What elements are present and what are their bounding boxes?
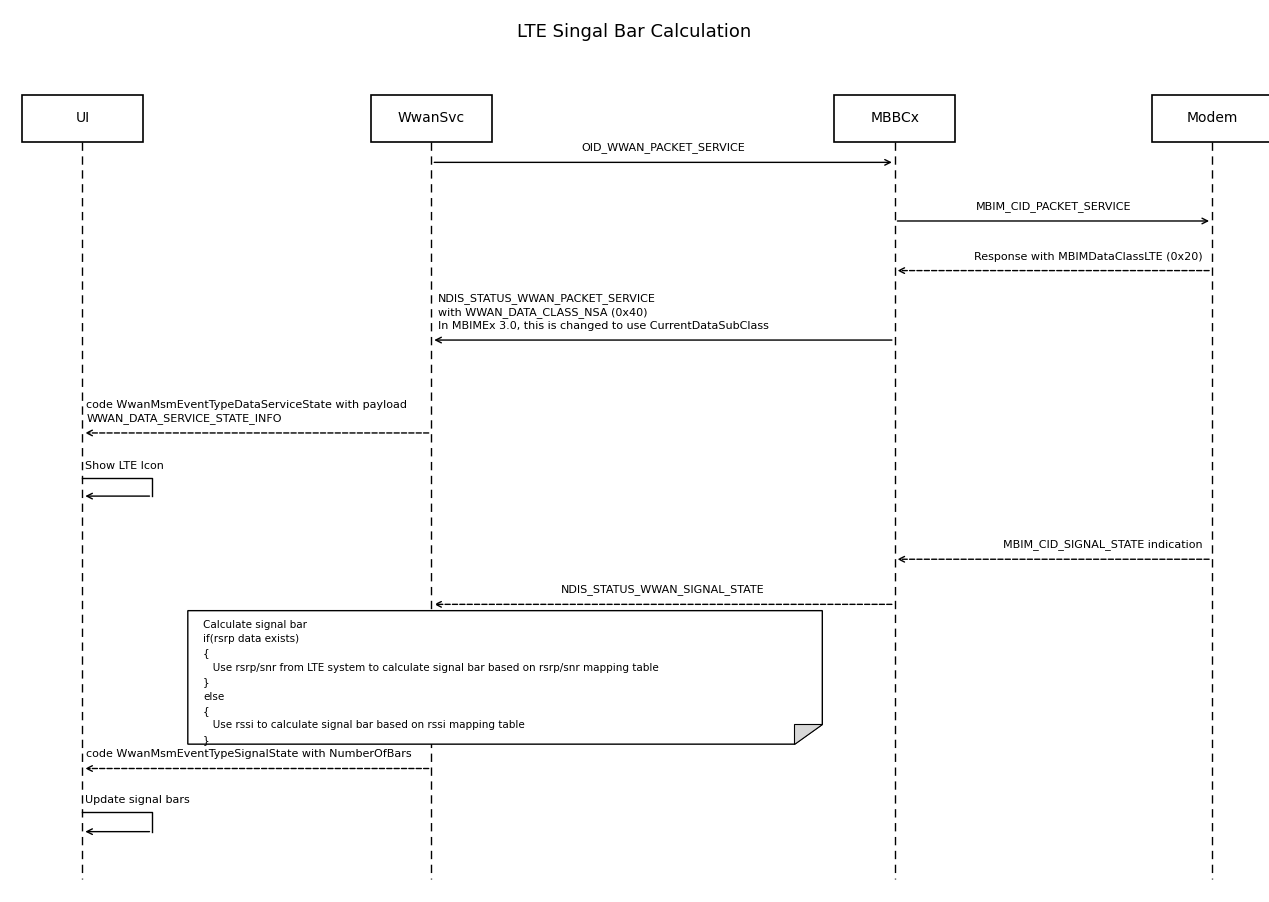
Text: Modem: Modem xyxy=(1187,111,1237,125)
Text: Response with MBIMDataClassLTE (0x20): Response with MBIMDataClassLTE (0x20) xyxy=(975,252,1203,262)
Text: NDIS_STATUS_WWAN_SIGNAL_STATE: NDIS_STATUS_WWAN_SIGNAL_STATE xyxy=(561,584,765,595)
Text: MBIM_CID_PACKET_SERVICE: MBIM_CID_PACKET_SERVICE xyxy=(976,201,1131,212)
Text: Calculate signal bar
if(rsrp data exists)
{
   Use rsrp/snr from LTE system to c: Calculate signal bar if(rsrp data exists… xyxy=(203,620,659,745)
Text: Show LTE Icon: Show LTE Icon xyxy=(85,461,164,471)
Bar xyxy=(1152,95,1269,142)
Text: OID_WWAN_PACKET_SERVICE: OID_WWAN_PACKET_SERVICE xyxy=(581,143,745,153)
Bar xyxy=(835,95,954,142)
Text: LTE Singal Bar Calculation: LTE Singal Bar Calculation xyxy=(518,23,751,41)
Bar xyxy=(23,95,143,142)
Polygon shape xyxy=(188,611,822,744)
Text: NDIS_STATUS_WWAN_PACKET_SERVICE
with WWAN_DATA_CLASS_NSA (0x40)
In MBIMEx 3.0, t: NDIS_STATUS_WWAN_PACKET_SERVICE with WWA… xyxy=(438,293,769,331)
Text: MBIM_CID_SIGNAL_STATE indication: MBIM_CID_SIGNAL_STATE indication xyxy=(1004,539,1203,550)
Text: WwanSvc: WwanSvc xyxy=(398,111,464,125)
Text: MBBCx: MBBCx xyxy=(871,111,919,125)
Text: code WwanMsmEventTypeSignalState with NumberOfBars: code WwanMsmEventTypeSignalState with Nu… xyxy=(86,750,412,759)
Text: Update signal bars: Update signal bars xyxy=(85,795,190,805)
Polygon shape xyxy=(794,724,822,744)
Text: code WwanMsmEventTypeDataServiceState with payload
WWAN_DATA_SERVICE_STATE_INFO: code WwanMsmEventTypeDataServiceState wi… xyxy=(86,400,407,424)
Text: UI: UI xyxy=(75,111,90,125)
Bar xyxy=(372,95,492,142)
